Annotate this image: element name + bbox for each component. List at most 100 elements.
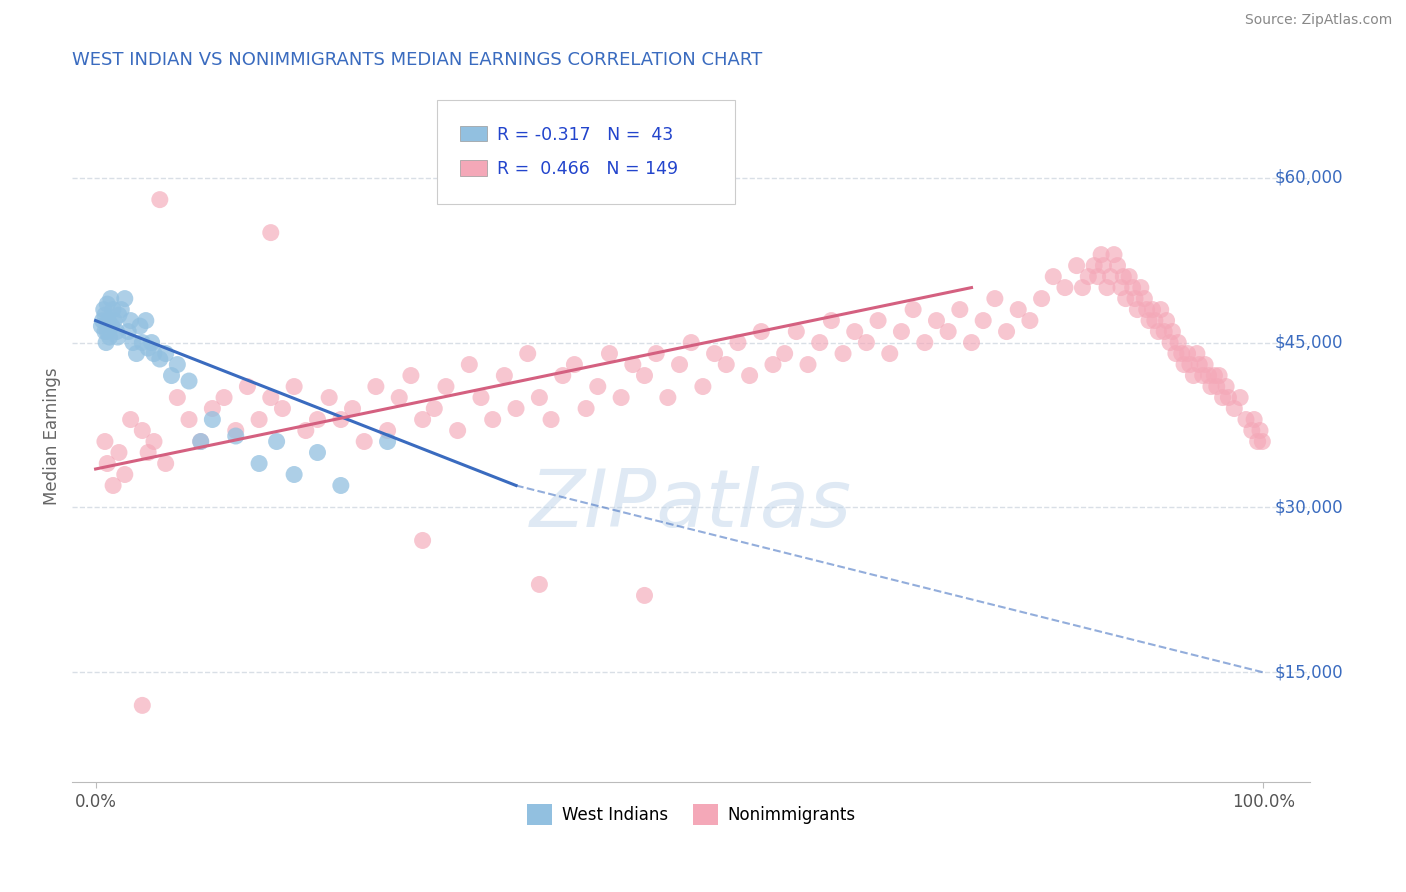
- Point: [1147, 325, 1170, 339]
- Point: [201, 401, 224, 416]
- Point: [1167, 335, 1189, 350]
- Point: [225, 424, 247, 438]
- Point: [1153, 325, 1175, 339]
- Point: [1092, 259, 1115, 273]
- Point: [738, 368, 761, 383]
- Point: [1234, 412, 1257, 426]
- Point: [505, 401, 527, 416]
- Point: [93, 302, 115, 317]
- Point: [1083, 259, 1105, 273]
- Text: $60,000: $60,000: [1275, 169, 1343, 186]
- Point: [808, 335, 831, 350]
- Point: [516, 346, 538, 360]
- Point: [412, 533, 434, 548]
- Point: [1107, 259, 1129, 273]
- Point: [260, 226, 283, 240]
- Text: ZIPatlas: ZIPatlas: [530, 467, 852, 544]
- Point: [1156, 313, 1178, 327]
- Point: [190, 434, 212, 449]
- Point: [1102, 247, 1125, 261]
- Point: [143, 346, 166, 360]
- Point: [797, 358, 820, 372]
- Point: [1071, 280, 1094, 294]
- Point: [820, 313, 842, 327]
- Point: [1019, 313, 1042, 327]
- Point: [271, 401, 294, 416]
- Point: [703, 346, 725, 360]
- Point: [879, 346, 901, 360]
- Point: [984, 292, 1007, 306]
- Point: [353, 434, 375, 449]
- Point: [129, 319, 152, 334]
- Point: [785, 325, 807, 339]
- Point: [329, 478, 352, 492]
- Point: [94, 335, 117, 350]
- Point: [1066, 259, 1088, 273]
- Point: [114, 467, 136, 482]
- Point: [1137, 313, 1160, 327]
- Point: [1122, 280, 1144, 294]
- Text: WEST INDIAN VS NONIMMIGRANTS MEDIAN EARNINGS CORRELATION CHART: WEST INDIAN VS NONIMMIGRANTS MEDIAN EARN…: [72, 51, 762, 69]
- Point: [101, 478, 124, 492]
- Point: [388, 391, 411, 405]
- Point: [1077, 269, 1099, 284]
- Point: [101, 302, 124, 317]
- Point: [94, 325, 117, 339]
- Point: [446, 424, 468, 438]
- Point: [1129, 280, 1152, 294]
- Point: [529, 577, 551, 591]
- Point: [177, 374, 200, 388]
- Point: [94, 434, 117, 449]
- Point: [283, 379, 305, 393]
- Point: [949, 302, 972, 317]
- Point: [529, 391, 551, 405]
- Point: [108, 308, 131, 322]
- Point: [412, 412, 434, 426]
- Point: [1118, 269, 1140, 284]
- Point: [551, 368, 574, 383]
- Point: [329, 412, 352, 426]
- Point: [1042, 269, 1064, 284]
- Point: [1133, 292, 1156, 306]
- Legend: West Indians, Nonimmigrants: West Indians, Nonimmigrants: [519, 796, 865, 833]
- Point: [727, 335, 749, 350]
- Point: [481, 412, 503, 426]
- Point: [120, 313, 142, 327]
- Point: [318, 391, 340, 405]
- Point: [247, 457, 270, 471]
- Point: [692, 379, 714, 393]
- Point: [1191, 368, 1213, 383]
- Point: [155, 457, 177, 471]
- Point: [1240, 424, 1263, 438]
- Point: [266, 434, 288, 449]
- Point: [1194, 358, 1216, 372]
- Text: Source: ZipAtlas.com: Source: ZipAtlas.com: [1244, 13, 1392, 28]
- Point: [131, 424, 153, 438]
- FancyBboxPatch shape: [437, 100, 734, 204]
- Point: [1007, 302, 1029, 317]
- Point: [399, 368, 422, 383]
- Point: [141, 335, 163, 350]
- Point: [260, 391, 283, 405]
- Point: [1123, 292, 1146, 306]
- Point: [1164, 346, 1187, 360]
- Point: [1249, 424, 1271, 438]
- Point: [190, 434, 212, 449]
- Point: [716, 358, 738, 372]
- Point: [1205, 379, 1227, 393]
- Point: [131, 698, 153, 713]
- Point: [96, 457, 118, 471]
- Point: [1198, 368, 1220, 383]
- Text: $45,000: $45,000: [1275, 334, 1343, 351]
- Point: [844, 325, 866, 339]
- Point: [1150, 302, 1173, 317]
- Point: [1229, 391, 1251, 405]
- Point: [342, 401, 364, 416]
- Point: [470, 391, 492, 405]
- Point: [633, 368, 655, 383]
- Point: [610, 391, 633, 405]
- Point: [364, 379, 387, 393]
- Point: [1251, 434, 1274, 449]
- Point: [762, 358, 785, 372]
- Point: [633, 589, 655, 603]
